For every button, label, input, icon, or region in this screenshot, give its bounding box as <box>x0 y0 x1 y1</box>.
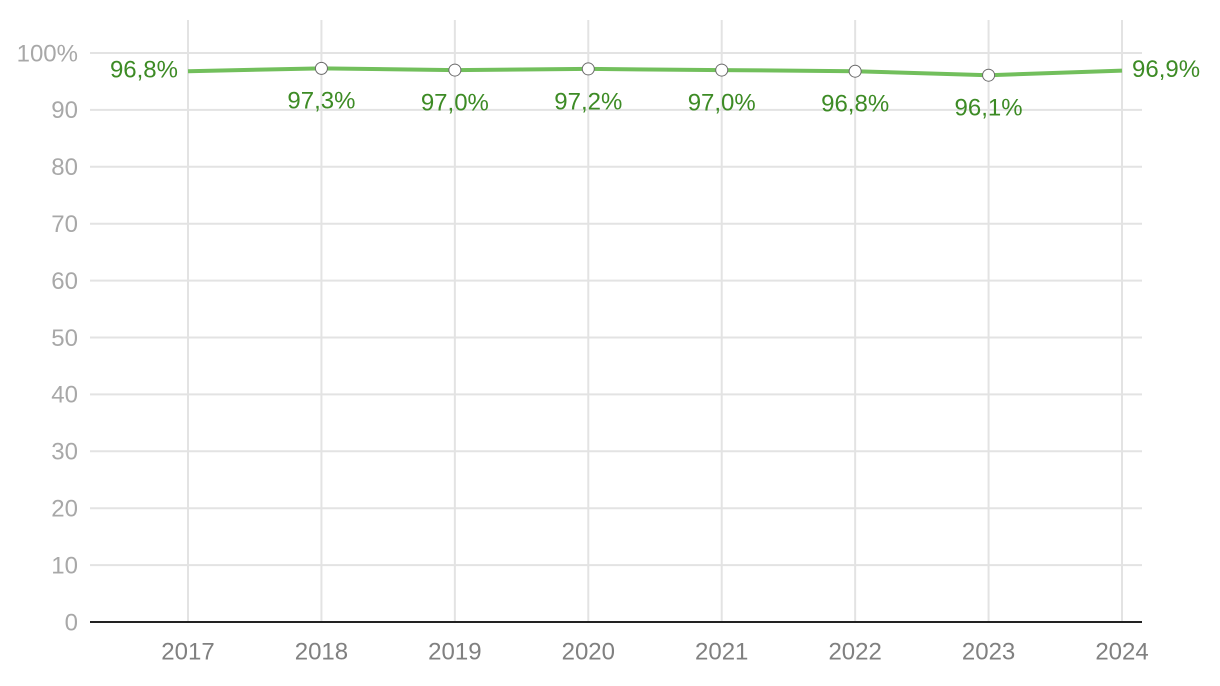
value-label: 96,8% <box>110 57 178 84</box>
y-tick-label: 60 <box>51 268 78 295</box>
x-tick-label: 2024 <box>1095 638 1148 665</box>
marker <box>448 63 462 77</box>
y-tick-label: 70 <box>51 211 78 238</box>
y-tick-label: 0 <box>65 609 78 636</box>
value-label: 97,0% <box>421 89 489 116</box>
y-tick-label: 40 <box>51 382 78 409</box>
value-label: 97,2% <box>554 88 622 115</box>
marker <box>715 63 729 77</box>
value-label: 97,0% <box>688 89 756 116</box>
y-tick-label: 80 <box>51 154 78 181</box>
y-tick-label: 10 <box>51 552 78 579</box>
y-tick-label: 20 <box>51 496 78 523</box>
x-tick-label: 2022 <box>828 638 881 665</box>
value-label: 96,1% <box>955 95 1023 122</box>
x-tick-label: 2021 <box>695 638 748 665</box>
y-tick-label: 100% <box>17 40 78 67</box>
marker <box>982 68 996 82</box>
value-label: 96,8% <box>821 91 889 118</box>
marker <box>314 61 328 75</box>
y-tick-label: 50 <box>51 325 78 352</box>
x-tick-label: 2023 <box>962 638 1015 665</box>
marker <box>848 64 862 78</box>
x-tick-label: 2017 <box>161 638 214 665</box>
marker <box>581 62 595 76</box>
value-label: 97,3% <box>287 88 355 115</box>
x-tick-label: 2018 <box>295 638 348 665</box>
y-tick-label: 90 <box>51 97 78 124</box>
value-label: 96,9% <box>1132 56 1200 83</box>
line <box>187 66 1123 78</box>
x-tick-label: 2019 <box>428 638 481 665</box>
x-tick-label: 2020 <box>562 638 615 665</box>
y-tick-label: 30 <box>51 439 78 466</box>
